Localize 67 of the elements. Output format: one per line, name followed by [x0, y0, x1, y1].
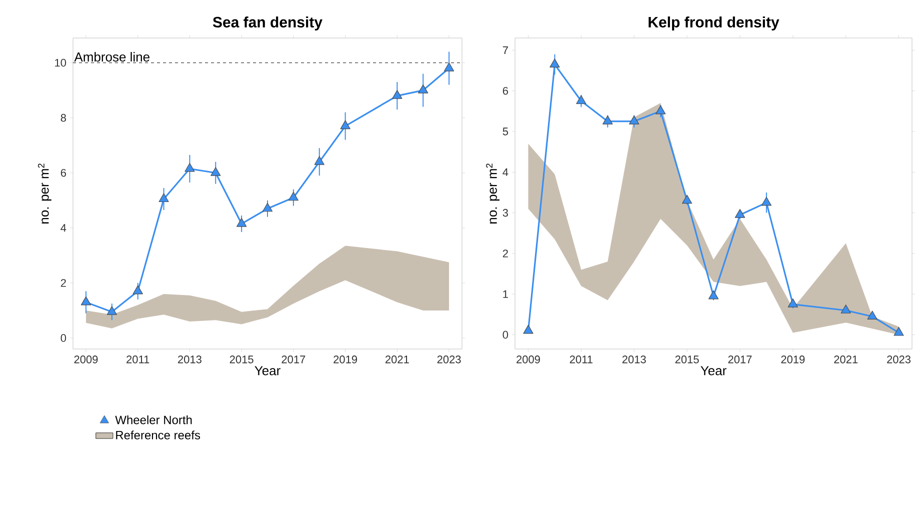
point: [236, 218, 247, 227]
x-axis-title: Year: [254, 366, 280, 376]
y-tick-label: 3: [502, 208, 508, 217]
point: [550, 58, 560, 68]
point: [288, 192, 298, 201]
y-tick-label: 0: [502, 330, 508, 339]
y-tick-label: 2: [60, 279, 66, 287]
y-tick-label: 8: [60, 114, 66, 122]
y-tick-label: 4: [502, 168, 508, 176]
x-tick-label: 2015: [230, 356, 254, 364]
point: [682, 194, 692, 204]
x-tick-label: 2019: [781, 356, 805, 364]
point: [444, 62, 454, 72]
y-tick-label: 4: [60, 224, 66, 232]
legend-label: Wheeler North: [115, 415, 192, 424]
y-tick-label: 7: [502, 46, 508, 54]
x-tick-label: 2017: [282, 356, 306, 364]
point: [210, 167, 221, 176]
point: [314, 156, 324, 165]
point: [602, 116, 613, 124]
point: [418, 84, 428, 94]
x-tick-label: 2009: [516, 356, 540, 364]
x-tick-label: 2013: [178, 356, 202, 364]
x-axis-title: Year: [700, 366, 726, 376]
y-tick-label: 6: [502, 86, 508, 95]
y-tick-label: 5: [502, 128, 508, 136]
x-tick-label: 2019: [334, 356, 358, 364]
x-tick-label: 2011: [570, 356, 592, 364]
point: [80, 296, 92, 306]
point: [392, 90, 402, 99]
point: [840, 304, 851, 314]
y-axis-title: no. per m$^{2}$: [486, 164, 500, 224]
y-tick-label: 6: [60, 168, 66, 177]
point: [788, 298, 798, 308]
point: [184, 162, 195, 172]
y-tick-label: 2: [502, 250, 508, 258]
chart-title: Sea fan density: [212, 16, 322, 30]
point: [734, 209, 746, 218]
point: [761, 196, 772, 206]
ref-line-label: Ambrose line: [74, 52, 150, 62]
point: [523, 324, 534, 334]
point: [708, 290, 719, 300]
point: [656, 105, 666, 114]
point: [576, 95, 586, 104]
x-tick-label: 2021: [385, 356, 409, 364]
y-tick-label: 0: [60, 334, 66, 342]
x-tick-label: 2013: [622, 356, 646, 364]
point: [340, 120, 350, 130]
point: [867, 310, 878, 320]
point: [262, 202, 273, 212]
y-axis-title: no. per m$^{2}$: [38, 164, 52, 224]
y-tick-label: 1: [503, 290, 508, 298]
x-tick-label: 2023: [887, 356, 911, 364]
point: [158, 193, 169, 202]
x-tick-label: 2011: [126, 356, 150, 364]
x-tick-label: 2017: [728, 356, 752, 364]
point: [894, 326, 904, 336]
y-tick-label: 10: [55, 58, 66, 67]
x-tick-label: 2021: [834, 356, 858, 364]
x-tick-label: 2009: [74, 356, 98, 364]
x-tick-label: 2023: [437, 356, 461, 364]
point: [629, 116, 640, 124]
legend-label: Reference reefs: [116, 430, 200, 440]
point: [106, 306, 117, 315]
x-tick-label: 2015: [675, 356, 699, 364]
chart-title: Kelp frond density: [648, 16, 780, 30]
point: [132, 285, 143, 294]
